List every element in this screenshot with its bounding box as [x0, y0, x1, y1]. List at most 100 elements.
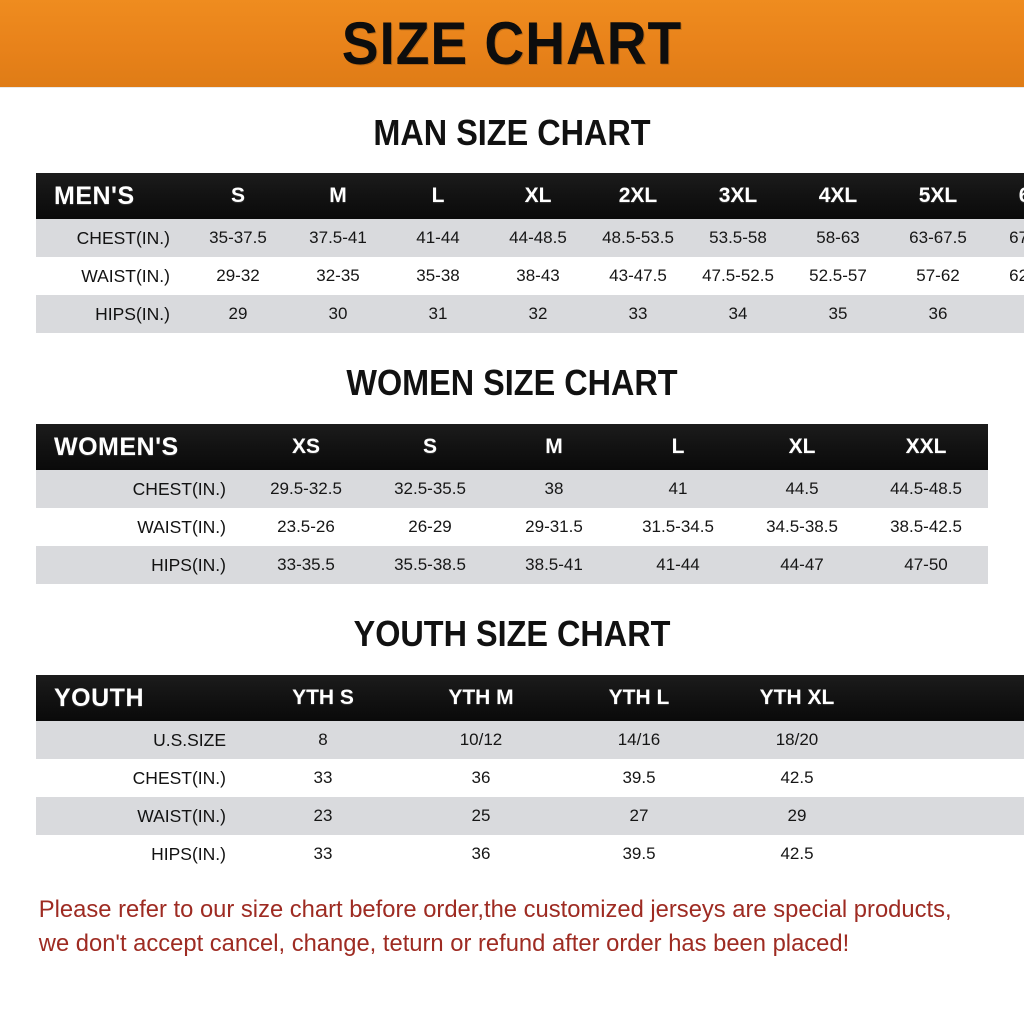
women-section-title: WOMEN SIZE CHART — [346, 362, 678, 403]
man-header-label: MEN'S — [54, 181, 135, 210]
table-row: CHEST(IN.) 33 36 39.5 42.5 — [36, 759, 1024, 797]
women-cell: 47-50 — [904, 555, 948, 574]
table-row: CHEST(IN.) 35-37.5 37.5-41 41-44 44-48.5 48.5… — [36, 219, 1024, 257]
note-line-1: Please refer to our size chart before or… — [38, 896, 952, 923]
youth-cell: 33 — [313, 768, 333, 787]
women-table-body: CHEST(IN.) 29.5-32.5 32.5-35.5 38 41 44.5 44.5… — [36, 470, 988, 584]
man-cell: 35-38 — [416, 266, 460, 285]
man-size-table: MEN'S S M L XL 2XL 3XL 4XL 5XL 6XL CHEST(IN.) 35-3… — [36, 173, 1024, 333]
man-cell: 57-62 — [916, 266, 960, 285]
women-size-header-l: L — [671, 435, 685, 458]
youth-cell: 39.5 — [622, 768, 656, 787]
women-cell: 34.5-38.5 — [766, 517, 838, 536]
women-size-section: WOMEN SIZE CHART WOMEN'S XS S M L XL XXL CHEST… — [0, 365, 1024, 584]
women-cell: 41 — [668, 479, 688, 498]
man-cell: 33 — [628, 304, 648, 323]
man-size-header-s: S — [230, 184, 245, 207]
women-row-label: HIPS(IN.) — [151, 554, 226, 575]
women-size-header-xxl: XXL — [905, 435, 947, 458]
youth-cell: 33 — [313, 844, 333, 863]
youth-cell: 23 — [313, 806, 333, 825]
man-cell: 29-32 — [216, 266, 260, 285]
youth-cell: 8 — [318, 730, 328, 749]
women-cell: 38.5-41 — [525, 555, 583, 574]
youth-size-header-yth-m: YTH M — [448, 686, 514, 709]
women-cell: 31.5-34.5 — [642, 517, 714, 536]
youth-header-label: YOUTH — [54, 683, 144, 712]
table-row: WAIST(IN.) 23 25 27 29 — [36, 797, 1024, 835]
women-size-header-xl: XL — [788, 435, 816, 458]
man-cell: 48.5-53.5 — [602, 228, 674, 247]
man-cell: 41-44 — [416, 228, 460, 247]
youth-cell — [876, 835, 1024, 873]
man-cell: 53.5-58 — [709, 228, 767, 247]
youth-row-label: CHEST(IN.) — [132, 767, 226, 788]
youth-section-title: YOUTH SIZE CHART — [353, 613, 671, 654]
youth-size-header-yth-s: YTH S — [292, 686, 354, 709]
youth-size-section: YOUTH SIZE CHART YOUTH YTH S YTH M YTH L YTH… — [0, 616, 1024, 873]
youth-row-label: U.S.SIZE — [153, 729, 226, 750]
youth-size-table: YOUTH YTH S YTH M YTH L YTH XL U.S.SIZE 8 10/1… — [36, 675, 1024, 873]
women-size-table: WOMEN'S XS S M L XL XXL CHEST(IN.) 29.5-32.5 32.… — [36, 424, 988, 584]
youth-cell: 36 — [471, 844, 491, 863]
women-size-header-s: S — [422, 435, 437, 458]
man-size-header-5xl: 5XL — [918, 184, 958, 207]
youth-cell: 25 — [471, 806, 491, 825]
man-cell: 38-43 — [516, 266, 560, 285]
youth-cell: 36 — [471, 768, 491, 787]
women-cell: 38 — [544, 479, 564, 498]
women-cell: 29-31.5 — [525, 517, 583, 536]
women-cell: 44.5 — [785, 479, 819, 498]
man-cell: 35-37.5 — [209, 228, 267, 247]
women-table-wrapper: WOMEN'S XS S M L XL XXL CHEST(IN.) 29.5-32.5 32.… — [36, 424, 988, 584]
man-cell: 32-35 — [316, 266, 360, 285]
women-header-label: WOMEN'S — [54, 432, 179, 461]
women-cell: 32.5-35.5 — [394, 479, 466, 498]
women-table-head: WOMEN'S XS S M L XL XXL — [36, 424, 988, 470]
man-cell: 67.5-72 — [1009, 228, 1024, 247]
man-row-label: WAIST(IN.) — [81, 265, 170, 286]
man-table-head: MEN'S S M L XL 2XL 3XL 4XL 5XL 6XL — [36, 173, 1024, 219]
man-cell: 31 — [428, 304, 448, 323]
size-chart-banner: SIZE CHART — [0, 0, 1024, 88]
youth-size-header-yth-xl: YTH XL — [759, 686, 835, 709]
man-size-section: MAN SIZE CHART MEN'S S M L XL 2XL 3XL 4XL 5XL 6XL… — [0, 115, 1024, 333]
table-row: U.S.SIZE 8 10/12 14/16 18/20 — [36, 721, 1024, 759]
women-cell: 23.5-26 — [277, 517, 335, 536]
man-size-header-6xl: 6XL — [988, 173, 1024, 219]
order-policy-note: Please refer to our size chart before or… — [0, 893, 993, 961]
youth-row-label: HIPS(IN.) — [151, 843, 226, 864]
youth-cell: 14/16 — [617, 730, 661, 749]
table-row: HIPS(IN.) 33-35.5 35.5-38.5 38.5-41 41-44 44-… — [36, 546, 988, 584]
women-size-header-m: M — [545, 435, 563, 458]
man-size-header-4xl: 4XL — [818, 184, 858, 207]
man-header-row: MEN'S S M L XL 2XL 3XL 4XL 5XL 6XL — [36, 173, 1024, 219]
man-cell: 62-66.5 — [1009, 266, 1024, 285]
man-row-label: CHEST(IN.) — [76, 227, 170, 248]
women-cell: 33-35.5 — [277, 555, 335, 574]
women-cell: 44-47 — [780, 555, 824, 574]
man-cell: 29 — [228, 304, 248, 323]
youth-cell — [876, 797, 1024, 835]
man-size-header-3xl: 3XL — [718, 184, 758, 207]
man-cell: 63-67.5 — [909, 228, 967, 247]
table-row: HIPS(IN.) 29 30 31 32 33 34 35 36 37 — [36, 295, 1024, 333]
man-size-header-m: M — [329, 184, 347, 207]
man-cell: 34 — [728, 304, 748, 323]
youth-row-label: WAIST(IN.) — [137, 805, 226, 826]
man-table-body: CHEST(IN.) 35-37.5 37.5-41 41-44 44-48.5 48.5… — [36, 219, 1024, 333]
women-cell: 26-29 — [408, 517, 452, 536]
man-table-wrapper: MEN'S S M L XL 2XL 3XL 4XL 5XL 6XL CHEST(IN.) 35-3… — [36, 173, 1024, 333]
women-row-label: CHEST(IN.) — [132, 478, 226, 499]
youth-table-head: YOUTH YTH S YTH M YTH L YTH XL — [36, 675, 1024, 721]
youth-table-wrapper: YOUTH YTH S YTH M YTH L YTH XL U.S.SIZE 8 10/1… — [36, 675, 1024, 873]
women-cell: 29.5-32.5 — [270, 479, 342, 498]
man-cell: 35 — [828, 304, 848, 323]
youth-cell — [876, 759, 1024, 797]
table-row: WAIST(IN.) 23.5-26 26-29 29-31.5 31.5-34.5 34… — [36, 508, 988, 546]
table-row: CHEST(IN.) 29.5-32.5 32.5-35.5 38 41 44.5 44.5… — [36, 470, 988, 508]
women-header-row: WOMEN'S XS S M L XL XXL — [36, 424, 988, 470]
man-size-header-l: L — [431, 184, 445, 207]
man-cell: 30 — [328, 304, 348, 323]
youth-cell — [876, 721, 1024, 759]
